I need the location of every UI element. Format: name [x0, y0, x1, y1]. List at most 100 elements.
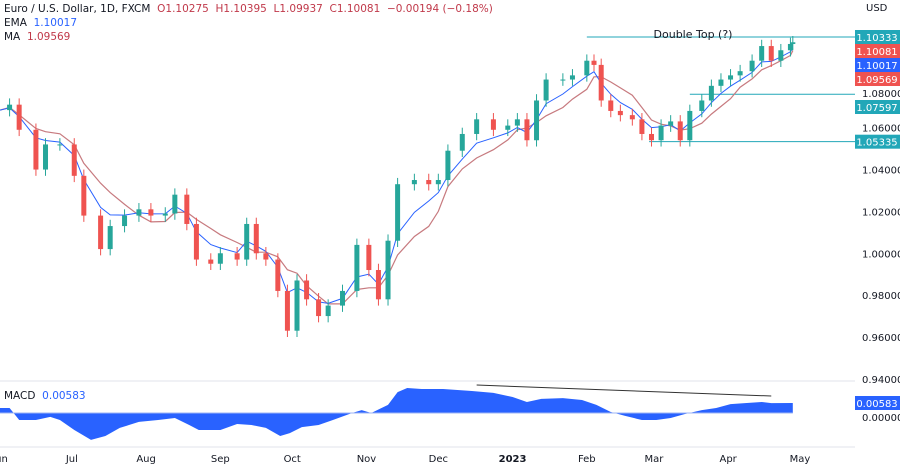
candle: [718, 73, 724, 93]
candle-body: [375, 270, 381, 300]
candle: [591, 54, 597, 72]
candle: [629, 108, 635, 126]
price-label-text: 1.09569: [856, 75, 897, 86]
macd-legend[interactable]: MACD 0.00583: [4, 390, 86, 402]
double-top-annotation: Double Top (?): [654, 28, 733, 41]
x-tick-label: Aug: [136, 454, 156, 465]
ma-label: MA: [4, 31, 21, 43]
candle: [569, 69, 575, 86]
candle-body: [629, 115, 635, 120]
candle: [98, 209, 104, 256]
candle: [7, 98, 13, 117]
candle: [584, 54, 590, 82]
ma-line: [0, 50, 794, 305]
candle: [208, 253, 214, 271]
candle-body: [81, 175, 87, 216]
candle: [33, 123, 39, 176]
candle-body: [445, 150, 451, 181]
candle-body: [648, 133, 654, 141]
x-tick-label: Apr: [719, 454, 737, 465]
x-tick-label: Jul: [65, 454, 78, 465]
candle: [677, 115, 683, 147]
candle-body: [459, 133, 465, 151]
candle-body: [699, 100, 705, 111]
candle: [122, 209, 128, 233]
x-tick-label: Jun: [0, 454, 8, 465]
candle-body: [584, 60, 590, 76]
candle-body: [208, 259, 214, 264]
candle-body: [560, 79, 566, 81]
candle-body: [490, 119, 496, 130]
y-tick-label: 0.98000: [862, 291, 900, 302]
candle-body: [543, 79, 549, 101]
ema-legend[interactable]: EMA 1.10017: [4, 17, 77, 29]
candle: [43, 138, 49, 176]
candle: [543, 73, 549, 107]
candle-body: [708, 85, 714, 101]
candle: [598, 58, 604, 107]
candle-body: [71, 144, 77, 176]
price-axis-label: 1.10017: [855, 58, 900, 72]
macd-zero-label: 0.00000: [862, 413, 900, 424]
price-label-text: 1.10081: [856, 47, 897, 58]
candle: [253, 217, 259, 260]
candle: [375, 263, 381, 306]
candle-body: [136, 209, 142, 216]
ma-legend[interactable]: MA 1.09569: [4, 31, 70, 43]
open-value: O1.10275: [157, 3, 209, 15]
candle: [728, 69, 734, 86]
price-label-text: 1.10017: [856, 61, 897, 72]
price-axis-label: 1.09569: [855, 72, 900, 86]
candle-body: [325, 305, 331, 317]
currency-label: USD: [866, 3, 888, 14]
candle-body: [244, 223, 250, 260]
candle-body: [148, 209, 154, 216]
candle: [366, 238, 372, 277]
candle: [505, 119, 511, 137]
candle-body: [598, 64, 604, 101]
macd-value-label-bg: [855, 396, 900, 410]
candle-body: [43, 144, 49, 170]
close-value: C1.10081: [329, 3, 381, 15]
price-axis-label: 1.10081: [855, 44, 900, 58]
candle-body: [759, 46, 765, 61]
candle: [71, 138, 77, 183]
candle: [340, 284, 346, 312]
price-label-bg: [855, 58, 900, 72]
candle-body: [608, 100, 614, 111]
candle-body: [591, 60, 597, 65]
candle: [639, 113, 645, 141]
candle-body: [658, 125, 664, 141]
candle: [395, 177, 401, 247]
candle: [617, 104, 623, 122]
candle: [490, 113, 496, 137]
candle: [16, 98, 22, 137]
candle-body: [172, 194, 178, 214]
candle-body: [639, 119, 645, 134]
candle-body: [524, 119, 530, 141]
candle-body: [33, 129, 39, 170]
candle-body: [107, 226, 113, 250]
price-label-bg: [855, 44, 900, 58]
candle: [759, 39, 765, 67]
candle: [708, 79, 714, 107]
candle-body: [304, 280, 310, 300]
ema-value: 1.10017: [33, 17, 77, 29]
candle: [787, 37, 793, 57]
candle-body: [718, 79, 724, 86]
candle-body: [534, 100, 540, 141]
low-value: L1.09937: [273, 3, 323, 15]
candle-body: [7, 104, 13, 111]
candle: [778, 43, 784, 67]
price-label-bg: [855, 100, 900, 114]
price-label-text: 1.07597: [856, 103, 897, 114]
candle-body: [16, 104, 22, 130]
candle-body: [354, 244, 360, 291]
price-label-text: 1.10333: [856, 33, 897, 44]
candle: [275, 253, 281, 298]
y-tick-label: 1.00000: [862, 249, 900, 260]
y-tick-label: 1.08000: [862, 89, 900, 100]
x-tick-label: May: [790, 454, 811, 465]
y-tick-label: 0.96000: [862, 333, 900, 344]
